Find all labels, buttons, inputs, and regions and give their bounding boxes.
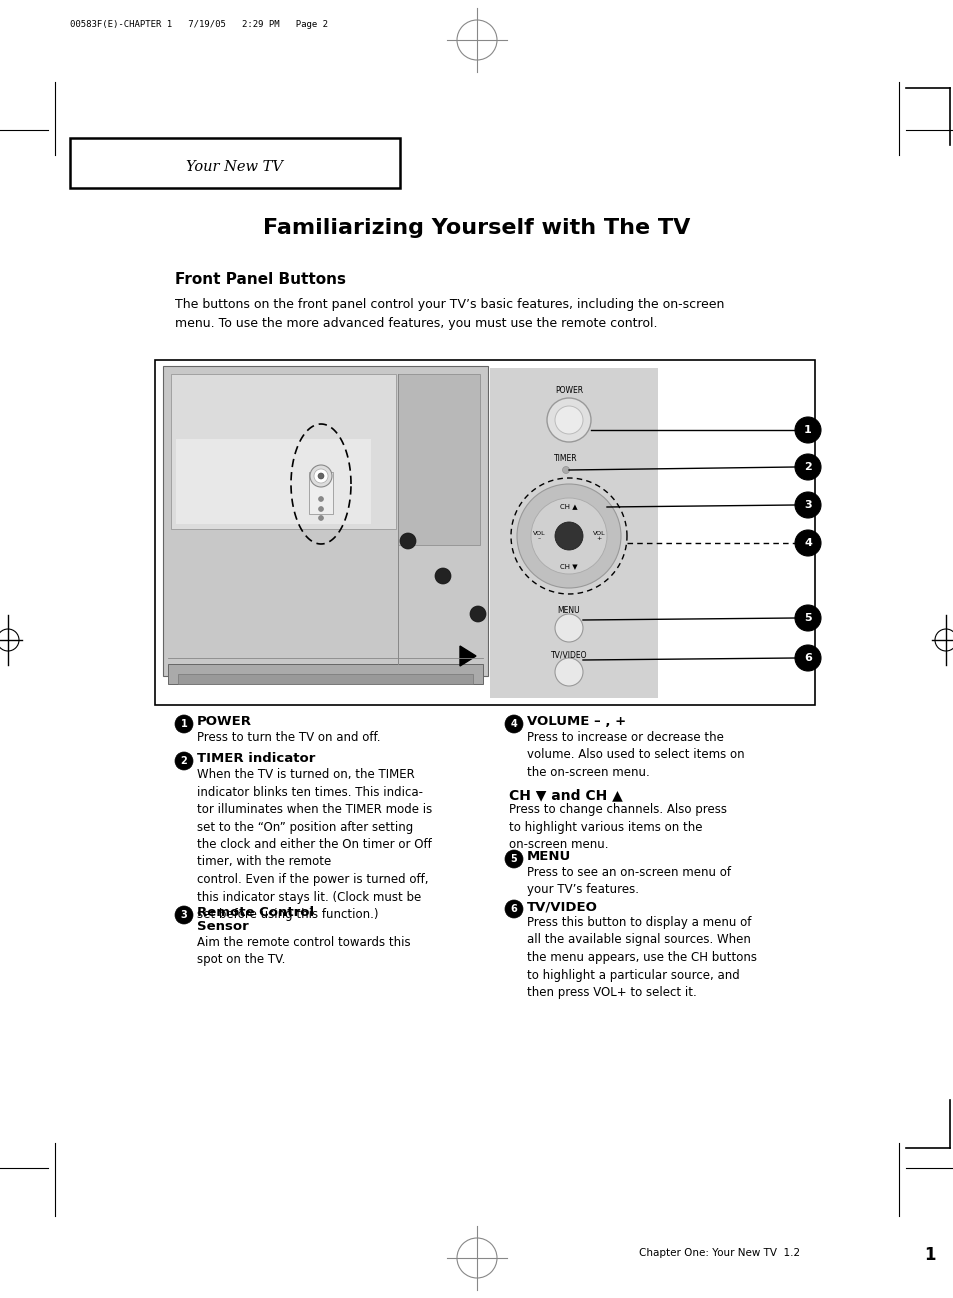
FancyBboxPatch shape — [154, 360, 814, 705]
Text: CH ▲: CH ▲ — [559, 504, 578, 509]
Circle shape — [174, 715, 193, 733]
Circle shape — [555, 614, 582, 643]
Text: 5: 5 — [510, 854, 517, 864]
Circle shape — [555, 658, 582, 687]
FancyBboxPatch shape — [309, 472, 333, 514]
FancyBboxPatch shape — [163, 366, 488, 676]
Text: The buttons on the front panel control your TV’s basic features, including the o: The buttons on the front panel control y… — [174, 299, 723, 330]
Text: VOL
–: VOL – — [532, 531, 545, 541]
Circle shape — [318, 497, 323, 501]
Text: Aim the remote control towards this
spot on the TV.: Aim the remote control towards this spot… — [196, 936, 410, 967]
Text: CH ▼ and CH ▲: CH ▼ and CH ▲ — [509, 788, 622, 802]
Text: Press to change channels. Also press
to highlight various items on the
on-screen: Press to change channels. Also press to … — [509, 803, 726, 851]
Circle shape — [310, 465, 332, 487]
Text: Your New TV: Your New TV — [186, 160, 283, 174]
Circle shape — [174, 752, 193, 770]
Circle shape — [318, 506, 323, 511]
Circle shape — [435, 569, 451, 584]
Circle shape — [794, 645, 821, 671]
Circle shape — [794, 605, 821, 631]
Circle shape — [504, 850, 522, 868]
Text: Press this button to display a menu of
all the available signal sources. When
th: Press this button to display a menu of a… — [526, 916, 757, 999]
Circle shape — [318, 515, 323, 520]
Text: 4: 4 — [510, 719, 517, 729]
Polygon shape — [459, 646, 476, 666]
Text: Press to turn the TV on and off.: Press to turn the TV on and off. — [196, 731, 380, 744]
Text: Press to see an on-screen menu of
your TV’s features.: Press to see an on-screen menu of your T… — [526, 866, 730, 897]
FancyBboxPatch shape — [70, 138, 399, 188]
Circle shape — [555, 406, 582, 434]
Text: MENU: MENU — [558, 606, 579, 615]
Text: 1: 1 — [803, 424, 811, 435]
Text: Front Panel Buttons: Front Panel Buttons — [174, 273, 346, 287]
Text: 2: 2 — [180, 755, 187, 766]
Text: VOLUME – , +: VOLUME – , + — [526, 715, 625, 728]
Text: VOL
+: VOL + — [592, 531, 604, 541]
Text: 6: 6 — [510, 903, 517, 914]
Text: 3: 3 — [180, 910, 187, 920]
Circle shape — [470, 606, 485, 622]
Circle shape — [504, 900, 522, 918]
Circle shape — [555, 522, 582, 550]
Circle shape — [794, 492, 821, 518]
Circle shape — [794, 530, 821, 556]
Circle shape — [546, 398, 590, 443]
Text: Press to increase or decrease the
volume. Also used to select items on
the on-sc: Press to increase or decrease the volume… — [526, 731, 744, 779]
Text: Chapter One: Your New TV  1.2: Chapter One: Your New TV 1.2 — [639, 1247, 800, 1258]
Circle shape — [399, 533, 416, 549]
Text: Remote Control: Remote Control — [196, 906, 314, 919]
Text: CH ▼: CH ▼ — [559, 563, 578, 569]
FancyBboxPatch shape — [168, 665, 482, 684]
Circle shape — [174, 906, 193, 924]
Circle shape — [314, 469, 328, 483]
Text: 00583F(E)-CHAPTER 1   7/19/05   2:29 PM   Page 2: 00583F(E)-CHAPTER 1 7/19/05 2:29 PM Page… — [70, 19, 328, 29]
Circle shape — [504, 715, 522, 733]
Circle shape — [317, 472, 324, 479]
Text: MENU: MENU — [526, 850, 571, 863]
Text: TV/VIDEO: TV/VIDEO — [550, 650, 587, 659]
Text: TIMER indicator: TIMER indicator — [196, 752, 315, 765]
Text: 6: 6 — [803, 653, 811, 663]
Circle shape — [794, 417, 821, 443]
Text: 1: 1 — [180, 719, 187, 729]
Text: TIMER: TIMER — [554, 454, 578, 463]
Text: Sensor: Sensor — [196, 920, 249, 933]
Text: When the TV is turned on, the TIMER
indicator blinks ten times. This indica-
tor: When the TV is turned on, the TIMER indi… — [196, 768, 432, 922]
Text: TV/VIDEO: TV/VIDEO — [526, 900, 598, 912]
Text: 5: 5 — [803, 613, 811, 623]
Circle shape — [531, 498, 606, 574]
FancyBboxPatch shape — [171, 374, 395, 530]
FancyBboxPatch shape — [490, 369, 658, 698]
Circle shape — [562, 466, 569, 474]
Text: 2: 2 — [803, 462, 811, 472]
Text: POWER: POWER — [196, 715, 252, 728]
FancyBboxPatch shape — [397, 374, 479, 544]
Text: POWER: POWER — [555, 386, 582, 395]
Circle shape — [517, 484, 620, 588]
Text: 4: 4 — [803, 537, 811, 548]
Text: Familiarizing Yourself with The TV: Familiarizing Yourself with The TV — [263, 218, 690, 238]
FancyBboxPatch shape — [178, 674, 473, 684]
FancyBboxPatch shape — [175, 439, 371, 524]
Text: 1: 1 — [923, 1246, 935, 1264]
Text: 3: 3 — [803, 500, 811, 510]
Circle shape — [794, 454, 821, 480]
